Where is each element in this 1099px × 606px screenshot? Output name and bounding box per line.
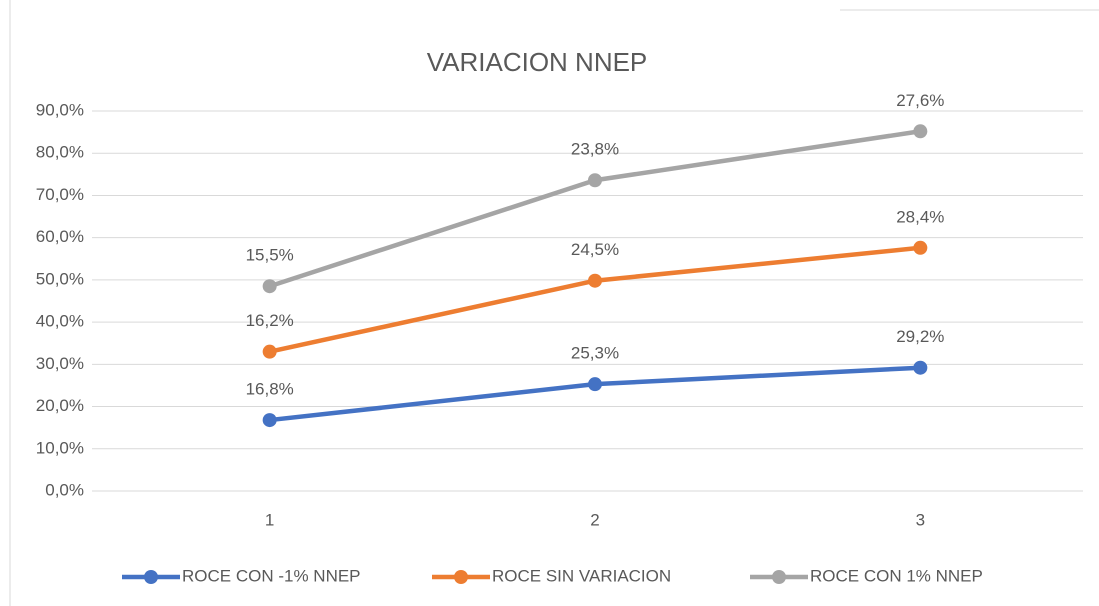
- point: [262, 344, 277, 359]
- y-tick-label: 80,0%: [36, 143, 84, 162]
- y-tick-label: 20,0%: [36, 396, 84, 415]
- legend-marker: [772, 570, 786, 584]
- point: [588, 273, 602, 288]
- data-label: 23,8%: [571, 140, 619, 159]
- legend-label: ROCE SIN VARIACION: [492, 566, 671, 585]
- point: [913, 360, 928, 375]
- x-tick-label: 1: [265, 510, 274, 529]
- data-label: 25,3%: [571, 344, 619, 363]
- x-tick-label: 2: [590, 510, 599, 529]
- data-label: 15,5%: [246, 246, 294, 265]
- legend-marker: [144, 570, 158, 584]
- y-tick-label: 60,0%: [36, 227, 84, 246]
- y-tick-label: 70,0%: [36, 185, 84, 204]
- data-label: 16,2%: [246, 311, 294, 330]
- line: [269, 245, 921, 354]
- point: [262, 413, 277, 428]
- data-label: 24,5%: [571, 240, 619, 259]
- point: [262, 279, 277, 294]
- point: [913, 124, 928, 139]
- y-tick-label: 30,0%: [36, 354, 84, 373]
- y-tick-label: 50,0%: [36, 269, 84, 288]
- x-tick-label: 3: [916, 510, 925, 529]
- data-label: 16,8%: [246, 380, 294, 399]
- data-label: 27,6%: [896, 91, 944, 110]
- chart-title: VARIACION NNEP: [427, 47, 648, 77]
- data-label: 29,2%: [896, 327, 944, 346]
- y-tick-label: 90,0%: [36, 100, 84, 119]
- legend-label: ROCE CON -1% NNEP: [182, 566, 361, 585]
- line: [269, 365, 921, 423]
- legend-label: ROCE CON 1% NNEP: [810, 566, 983, 585]
- point: [588, 377, 602, 392]
- point: [913, 240, 928, 255]
- y-tick-label: 0,0%: [45, 480, 84, 499]
- y-tick-label: 10,0%: [36, 438, 84, 457]
- point: [588, 173, 602, 188]
- legend-marker: [454, 570, 468, 584]
- y-tick-label: 40,0%: [36, 312, 84, 331]
- data-label: 28,4%: [896, 207, 944, 226]
